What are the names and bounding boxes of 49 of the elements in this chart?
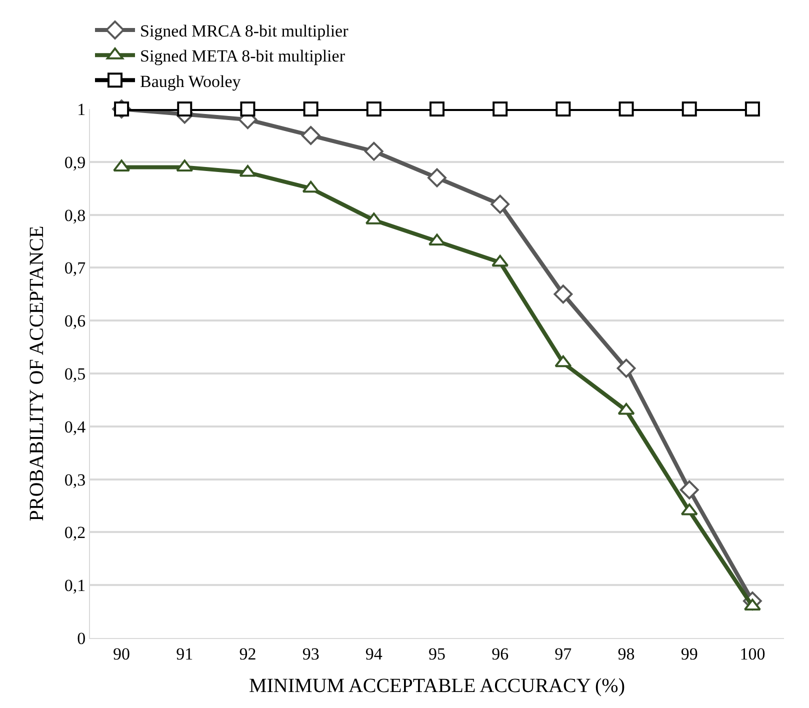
point bbox=[303, 102, 318, 116]
y-axis-title: PROBABILITY OF ACCEPTANCE bbox=[26, 226, 48, 522]
x-tick-label: 100 bbox=[740, 644, 766, 664]
point bbox=[492, 102, 508, 116]
x-tick-label: 97 bbox=[554, 644, 572, 664]
point bbox=[177, 102, 192, 116]
point bbox=[744, 598, 761, 611]
legend-label: Baugh Wooley bbox=[140, 72, 242, 91]
x-tick-label: 94 bbox=[365, 644, 383, 664]
point bbox=[239, 164, 256, 177]
point bbox=[428, 168, 446, 188]
point bbox=[616, 358, 636, 378]
point bbox=[492, 254, 509, 267]
x-tick-label: 96 bbox=[492, 644, 509, 664]
x-axis-title: MINIMUM ACCEPTABLE ACCURACY (%) bbox=[248, 674, 626, 697]
x-tick-label: 98 bbox=[618, 644, 635, 664]
y-tick-label: 0,8 bbox=[64, 206, 86, 225]
point bbox=[554, 355, 572, 368]
point bbox=[618, 102, 634, 116]
y-tick-label: 0,9 bbox=[64, 152, 86, 172]
y-tick-label: 0,1 bbox=[64, 576, 86, 596]
x-tick-label: 95 bbox=[428, 644, 446, 664]
x-tick-label: 99 bbox=[680, 644, 698, 664]
x-tick-label: 92 bbox=[239, 644, 256, 664]
y-tick-label: 0,6 bbox=[64, 312, 86, 331]
y-tick-label: 0,4 bbox=[64, 417, 86, 436]
y-tick-label: 0,2 bbox=[64, 523, 86, 542]
y-tick-label: 0 bbox=[77, 628, 86, 648]
point bbox=[490, 194, 510, 214]
point bbox=[554, 284, 573, 304]
point bbox=[364, 142, 384, 161]
x-tick-label: 91 bbox=[176, 644, 194, 664]
y-tick-label: 1 bbox=[77, 100, 86, 119]
legend-label: Signed META 8-bit multiplier bbox=[140, 46, 346, 66]
legend-label: Signed MRCA 8-bit multiplier bbox=[140, 22, 349, 41]
point bbox=[680, 480, 699, 500]
point bbox=[556, 102, 571, 116]
point bbox=[240, 102, 256, 116]
point bbox=[301, 126, 320, 145]
x-tick-label: 93 bbox=[302, 644, 320, 664]
y-tick-label: 0,7 bbox=[64, 258, 86, 278]
y-tick-label: 0,3 bbox=[64, 470, 86, 490]
x-tick-label: 90 bbox=[113, 644, 130, 664]
y-tick-label: 0,5 bbox=[64, 364, 86, 384]
point bbox=[744, 102, 760, 116]
point bbox=[366, 102, 382, 116]
point bbox=[682, 102, 697, 116]
point bbox=[302, 180, 320, 193]
point bbox=[430, 102, 444, 116]
